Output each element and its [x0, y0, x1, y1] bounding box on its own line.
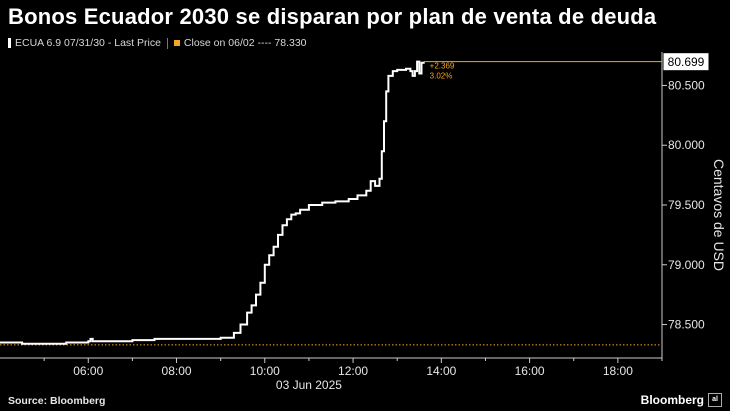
series-line-ecua — [0, 60, 425, 345]
source-label: Source: Bloomberg — [8, 395, 106, 407]
x-tick-label: 12:00 — [338, 364, 368, 378]
x-tick-label: 16:00 — [515, 364, 545, 378]
close-swatch — [173, 40, 180, 46]
last-value-box — [663, 53, 709, 71]
legend-separator — [166, 37, 168, 49]
change-annotation: +2.369 — [430, 62, 455, 71]
brand-mark-icon: al — [708, 393, 722, 407]
y-tick-label: 80.000 — [668, 138, 705, 152]
legend-series-label: ECUA 6.9 07/31/30 - Last Price — [15, 37, 161, 49]
x-tick-label: 06:00 — [73, 364, 103, 378]
x-axis-label: 03 Jun 2025 — [276, 378, 342, 392]
series-swatch — [8, 38, 11, 48]
y-tick-label: 78.500 — [668, 318, 705, 332]
x-tick-label: 10:00 — [250, 364, 280, 378]
bloomberg-logo: Bloomberg al — [641, 393, 722, 407]
legend-close-value: 78.330 — [274, 37, 307, 49]
y-tick-label: 79.500 — [668, 198, 705, 212]
x-tick-label: 08:00 — [162, 364, 192, 378]
y-tick-label: 79.000 — [668, 258, 705, 272]
y-axis-title: Centavos de USD — [711, 159, 727, 271]
x-tick-label: 14:00 — [426, 364, 456, 378]
y-tick-label: 80.500 — [668, 78, 705, 92]
pct-change-annotation: 3.02% — [430, 72, 453, 81]
legend: ECUA 6.9 07/31/30 - Last Price Close on … — [8, 37, 307, 49]
legend-close-dashes: ---- — [257, 37, 272, 49]
x-tick-label: 18:00 — [603, 364, 633, 378]
brand-name: Bloomberg — [640, 393, 704, 407]
last-value-label: 80.699 — [668, 55, 705, 69]
legend-close-label: Close on 06/02 — [183, 37, 255, 49]
page-title: Bonos Ecuador 2030 se disparan por plan … — [8, 4, 657, 29]
